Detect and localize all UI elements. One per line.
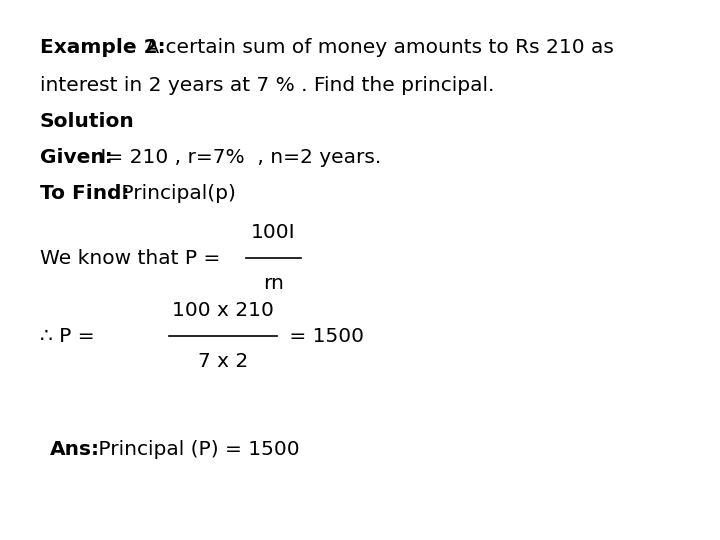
Text: Ans:: Ans: — [50, 440, 100, 459]
Text: Principal(p): Principal(p) — [115, 184, 236, 203]
Text: = 1500: = 1500 — [283, 327, 364, 346]
Text: 7 x 2: 7 x 2 — [198, 352, 248, 371]
Text: 100I: 100I — [251, 223, 296, 242]
Text: 100 x 210: 100 x 210 — [172, 301, 274, 320]
Text: Given:: Given: — [40, 148, 112, 167]
Text: rn: rn — [264, 274, 284, 293]
Text: To Find:: To Find: — [40, 184, 129, 203]
Text: We know that P =: We know that P = — [40, 248, 226, 267]
Text: interest in 2 years at 7 % . Find the principal.: interest in 2 years at 7 % . Find the pr… — [40, 76, 494, 95]
Text: I= 210 , r=7%  , n=2 years.: I= 210 , r=7% , n=2 years. — [94, 148, 381, 167]
Text: ∴ P =: ∴ P = — [40, 327, 101, 346]
Text: Solution: Solution — [40, 112, 135, 131]
Text: Example 2:: Example 2: — [40, 38, 165, 57]
Text: A certain sum of money amounts to Rs 210 as: A certain sum of money amounts to Rs 210… — [139, 38, 614, 57]
Text: Principal (P) = 1500: Principal (P) = 1500 — [92, 440, 300, 459]
